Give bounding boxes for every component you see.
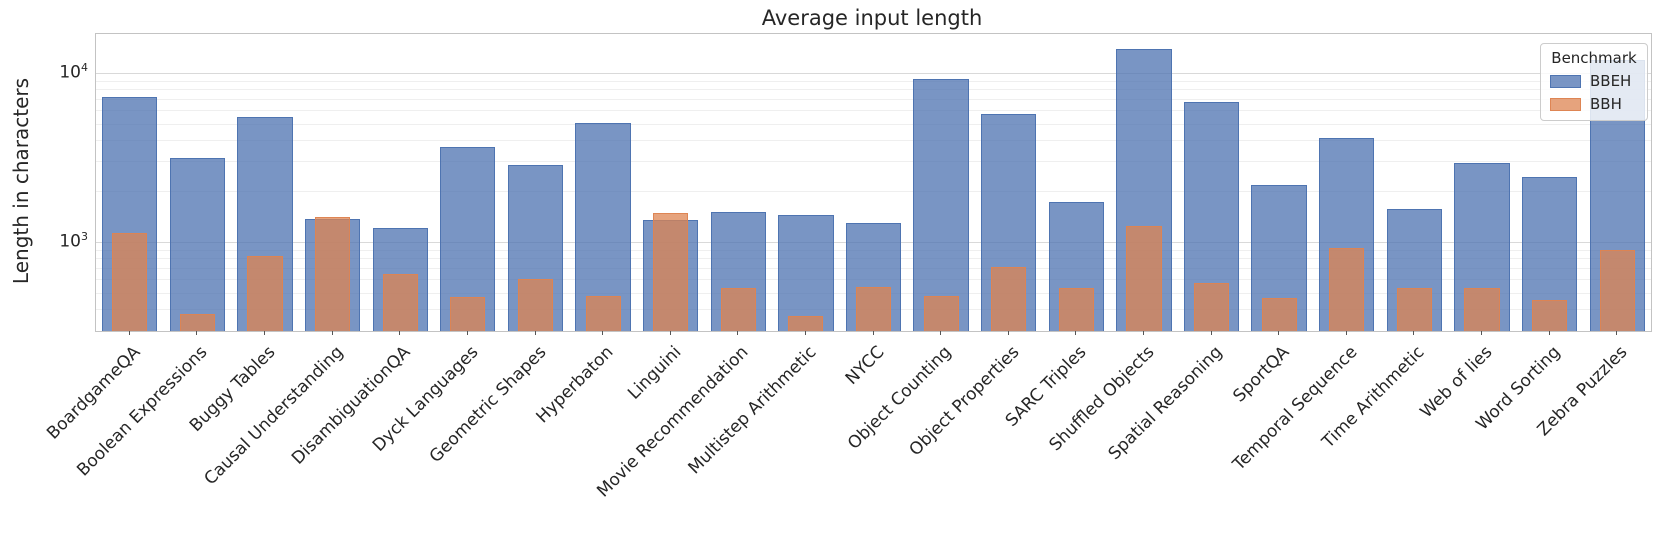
bar-bbeh-boolean-expressions — [169, 157, 226, 331]
bar-bbh-multistep-arithmetic — [788, 315, 824, 331]
bar-bbh-linguini — [653, 213, 689, 331]
legend-title: Benchmark — [1551, 49, 1637, 67]
bar-bbh-buggy-tables — [247, 255, 283, 331]
bar-bbh-movie-recommendation — [720, 287, 756, 331]
bar-bbh-hyperbaton — [585, 295, 621, 331]
gridline-minor — [96, 123, 1651, 125]
legend-swatch-bbh — [1550, 97, 1581, 111]
bar-bbh-disambiguationqa — [382, 273, 418, 331]
legend-item-bbh: BBH — [1550, 95, 1638, 113]
x-tick-mark — [602, 331, 604, 335]
x-tick-mark — [1548, 331, 1550, 335]
bar-bbh-geometric-shapes — [517, 278, 554, 331]
bar-bbeh-object-counting — [913, 79, 969, 331]
bar-bbh-nycc — [855, 287, 892, 331]
legend-items: BBEH BBH — [1550, 72, 1638, 113]
x-tick-mark — [1481, 331, 1482, 335]
legend-swatch-bbeh — [1550, 74, 1581, 88]
plot-area — [95, 33, 1652, 332]
gridline-minor — [96, 80, 1651, 82]
x-tick-mark — [669, 331, 671, 335]
bar-bbh-dyck-languages — [450, 296, 486, 331]
bar-bbh-zebra-puzzles — [1599, 249, 1635, 331]
x-tick-mark — [399, 331, 401, 335]
gridline-minor — [96, 161, 1651, 163]
gridline-minor — [96, 191, 1651, 192]
x-tick-mark — [128, 331, 130, 335]
gridline-minor — [96, 99, 1651, 101]
x-tick-mark — [331, 331, 333, 335]
bar-bbh-causal-understanding — [315, 217, 351, 331]
x-tick-mark — [1345, 331, 1347, 335]
bar-bbh-object-counting — [923, 295, 959, 331]
x-tick-mark — [1210, 331, 1212, 335]
y-tick-label-10e3: 103 — [59, 229, 88, 252]
legend-item-bbeh: BBEH — [1550, 72, 1638, 90]
bar-bbeh-multistep-arithmetic — [778, 214, 834, 331]
bar-bbh-boolean-expressions — [179, 313, 215, 331]
x-tick-mark — [1142, 331, 1144, 335]
x-tick-mark — [1616, 331, 1618, 335]
x-tick-mark — [1413, 331, 1415, 335]
x-tick-mark — [264, 331, 265, 335]
x-tick-mark — [466, 331, 468, 335]
bar-bbh-boardgameqa — [112, 232, 148, 331]
x-tick-mark — [940, 331, 942, 335]
gridline-minor — [96, 110, 1651, 112]
bar-bbh-object-properties — [991, 267, 1027, 331]
bar-bbh-shuffled-objects — [1126, 225, 1162, 331]
x-tick-mark — [196, 331, 198, 335]
legend-label-bbh: BBH — [1590, 95, 1622, 113]
legend-label-bbeh: BBEH — [1590, 72, 1632, 90]
legend: Benchmark BBEH BBH — [1540, 43, 1648, 121]
gridline-major — [96, 72, 1651, 74]
y-axis-label: Length in characters — [9, 77, 33, 285]
x-tick-mark — [1075, 331, 1077, 335]
x-tick-mark — [804, 331, 806, 335]
bar-bbh-time-arithmetic — [1396, 287, 1432, 331]
bar-bbh-temporal-sequence — [1329, 248, 1365, 331]
bar-bbh-web-of-lies — [1464, 287, 1500, 331]
x-tick-mark — [1278, 331, 1280, 335]
bar-bbh-spatial-reasoning — [1194, 283, 1230, 331]
y-tick-label-10e4: 104 — [59, 60, 88, 83]
x-tick-mark — [1007, 331, 1009, 335]
bar-bbh-word-sorting — [1532, 299, 1568, 331]
bar-bbh-sportqa — [1261, 298, 1297, 331]
gridline-minor — [96, 89, 1651, 91]
x-tick-mark — [534, 331, 536, 335]
x-tick-mark — [872, 331, 874, 335]
bar-bbh-sarc-triples — [1058, 287, 1094, 331]
gridline-minor — [96, 140, 1651, 142]
x-tick-mark — [737, 331, 739, 335]
chart-title: Average input length — [761, 6, 983, 30]
